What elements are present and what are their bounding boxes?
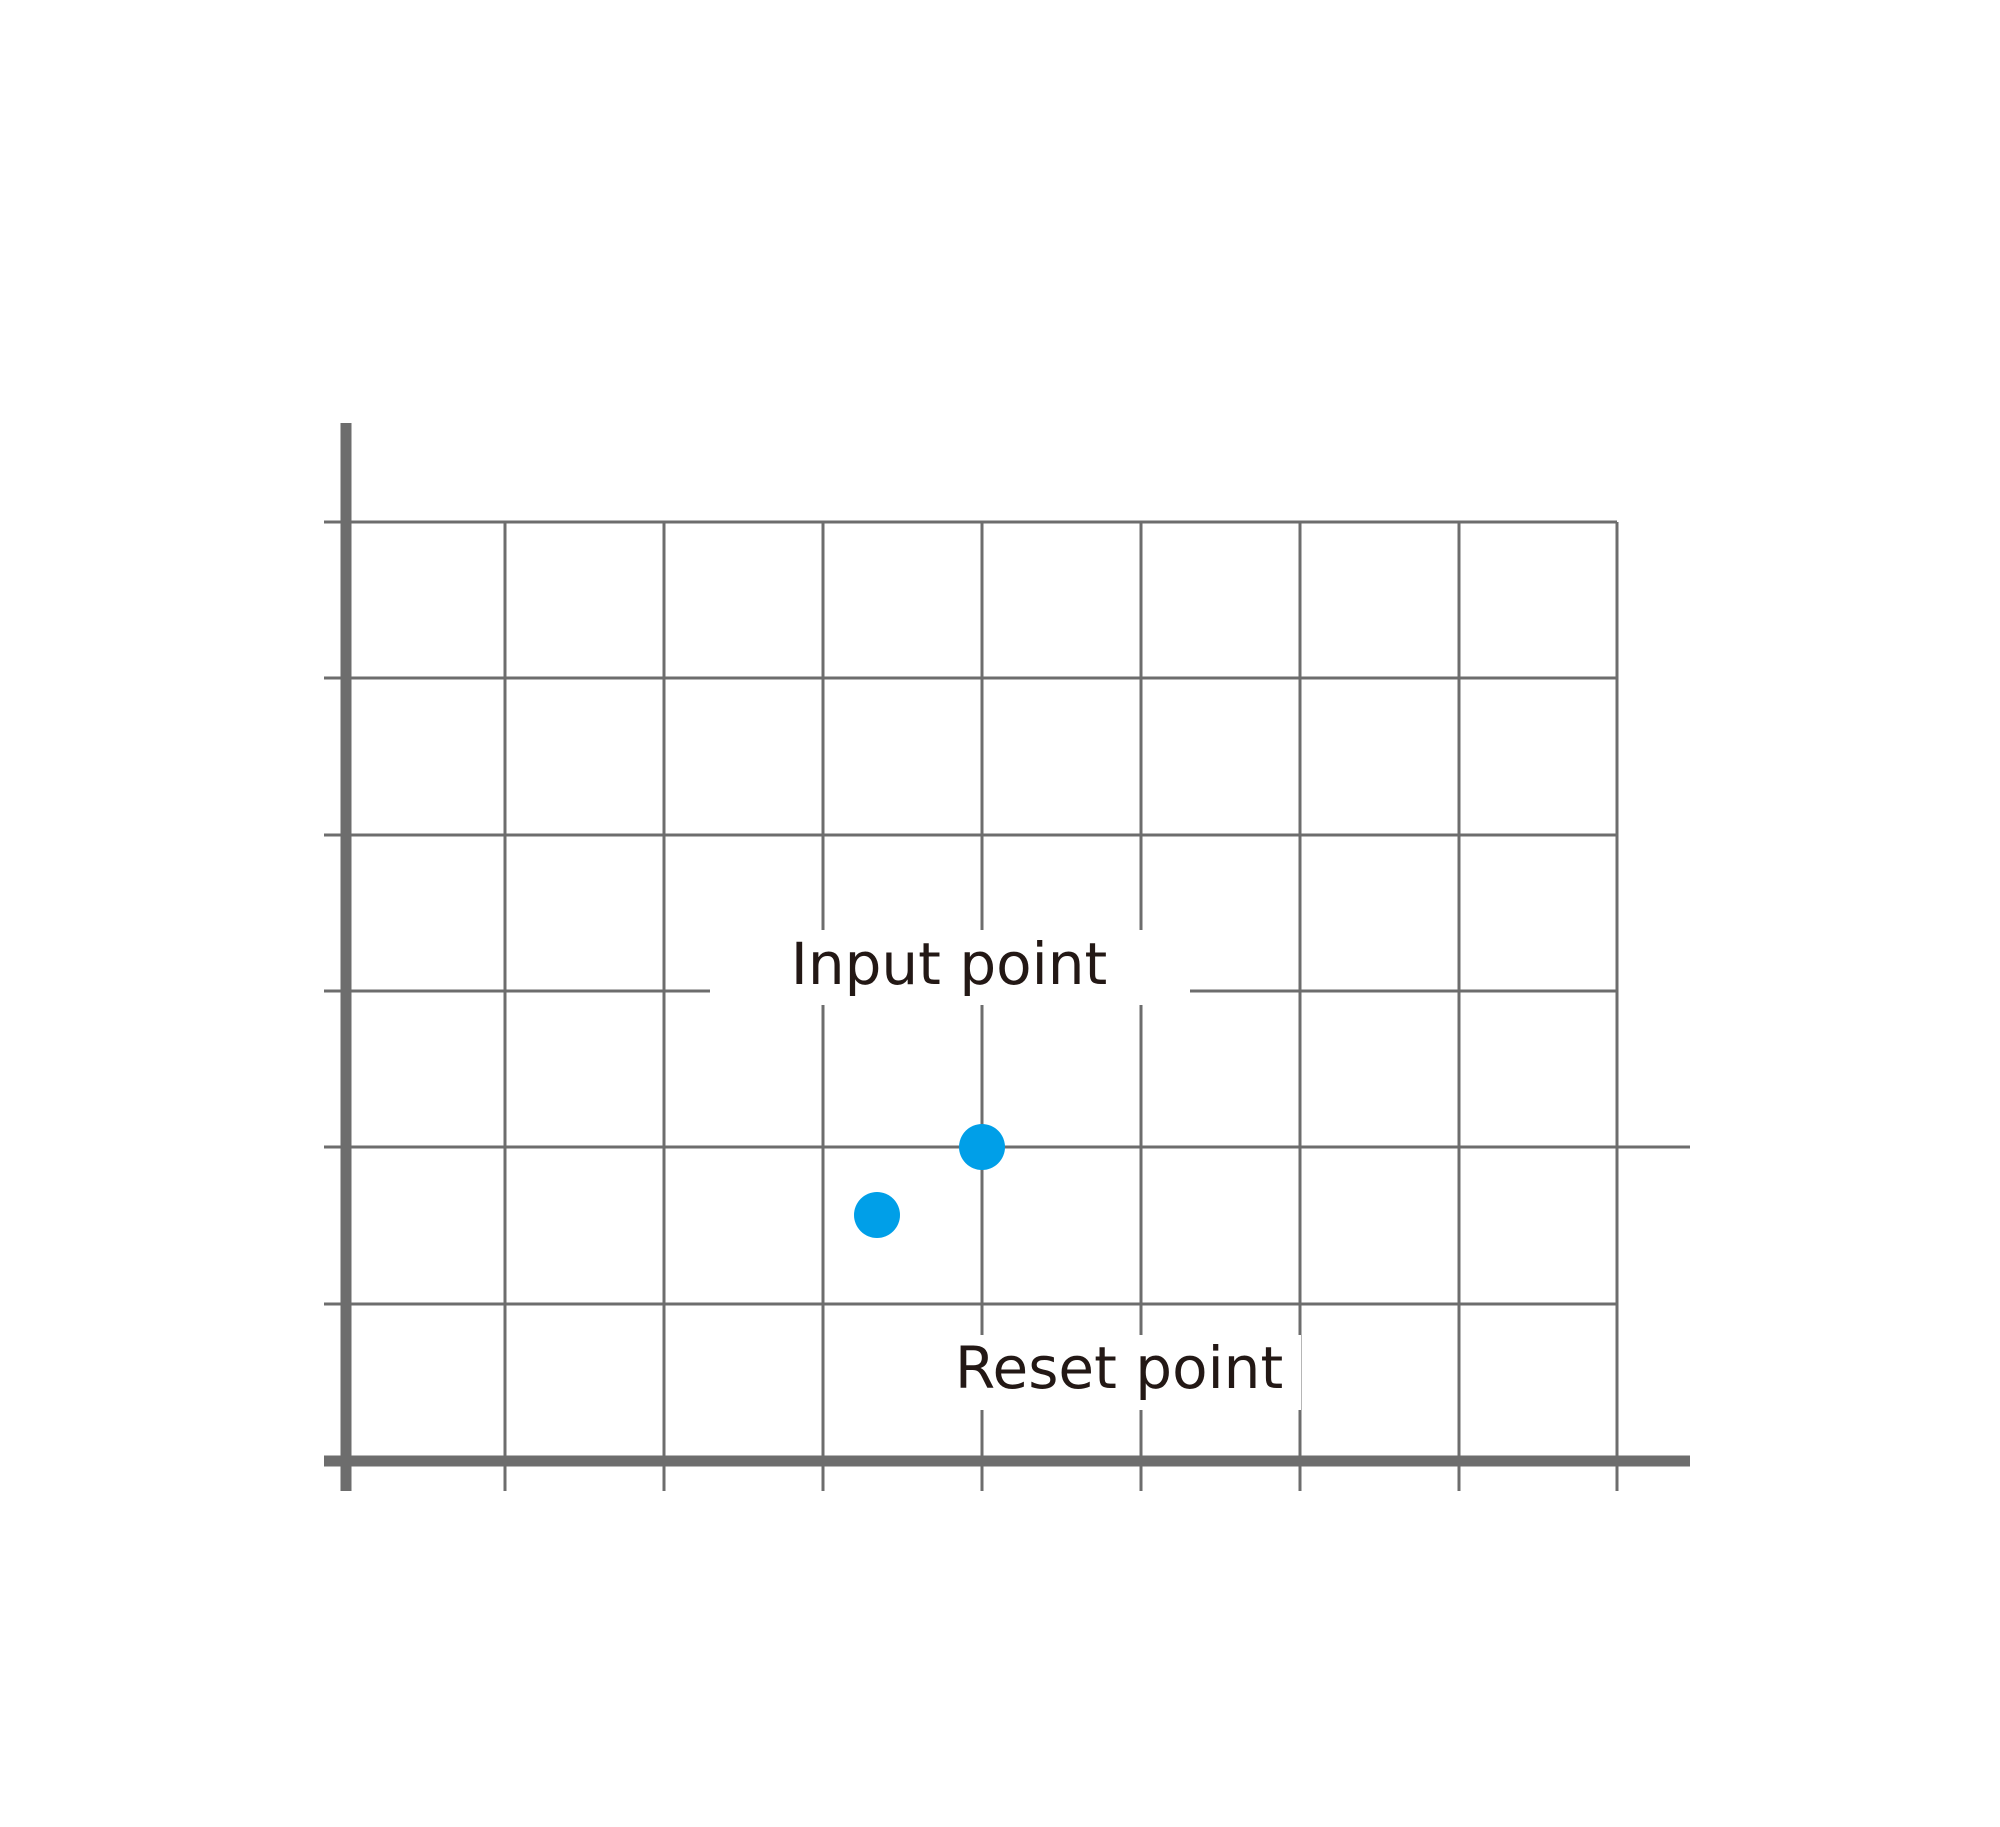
label-background — [710, 930, 1190, 1005]
reset-point-label: Reset point — [955, 1334, 1283, 1402]
grid — [324, 520, 1690, 1491]
input-point-label: Input point — [791, 930, 1108, 998]
input-point — [959, 1124, 1005, 1170]
reset-point — [854, 1192, 900, 1238]
label-background — [961, 1335, 1301, 1410]
